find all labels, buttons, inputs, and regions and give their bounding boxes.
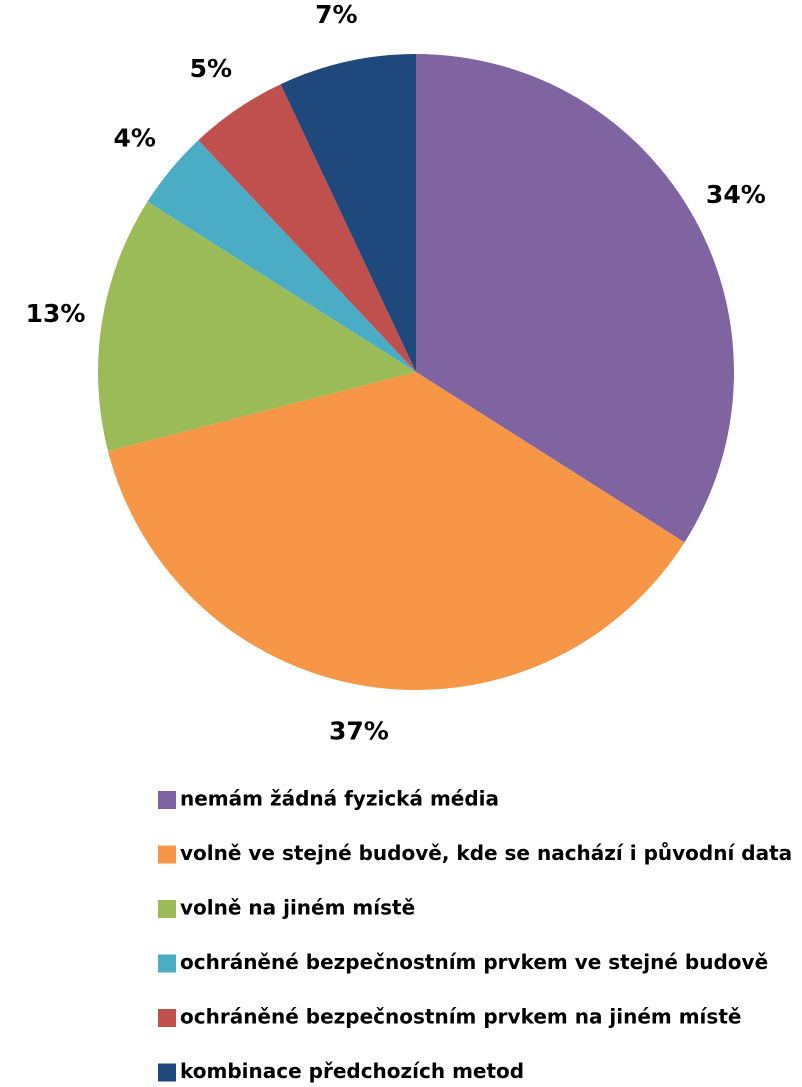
legend-label: ochráněné bezpečnostním prvkem na jiném … (180, 1005, 741, 1029)
legend-swatch (158, 845, 176, 864)
pie-slice (147, 140, 416, 372)
data-label: 37% (329, 717, 389, 746)
data-label: 5% (190, 54, 232, 83)
legend-swatch (158, 954, 176, 973)
data-label: 7% (315, 0, 357, 29)
legend-label: ochráněné bezpečnostním prvkem ve stejné… (180, 950, 768, 974)
legend-label: volně ve stejné budově, kde se nachází i… (180, 841, 792, 865)
legend-swatch (158, 1063, 176, 1082)
legend-label: nemám žádná fyzická média (180, 787, 499, 811)
legend-swatch (158, 1009, 176, 1027)
legend-swatch (158, 791, 176, 809)
legend-swatch (158, 900, 176, 918)
legend-label: volně na jiném místě (180, 896, 415, 920)
legend-label: kombinace předchozích metod (180, 1059, 524, 1083)
pie-slice (98, 201, 417, 452)
data-label: 34% (706, 180, 766, 209)
pie-slice (416, 54, 734, 543)
pie-slice (107, 372, 685, 690)
data-label: 13% (26, 299, 86, 328)
pie-slice (198, 84, 416, 372)
pie-slice (280, 54, 416, 372)
data-label: 4% (114, 123, 156, 152)
